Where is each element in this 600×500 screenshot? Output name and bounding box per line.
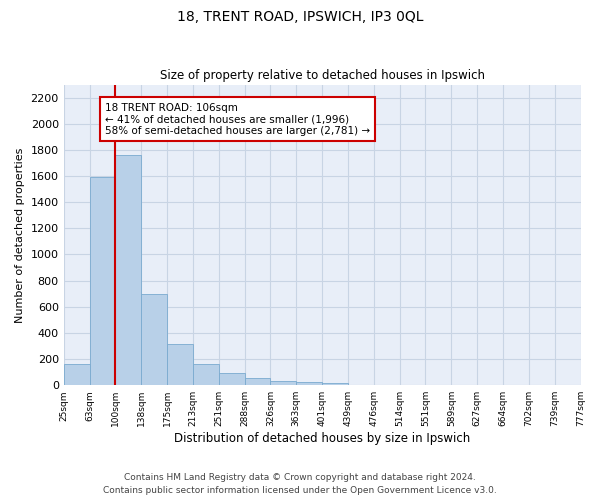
Bar: [141, 294, 167, 385]
Text: 18 TRENT ROAD: 106sqm
← 41% of detached houses are smaller (1,996)
58% of semi-d: 18 TRENT ROAD: 106sqm ← 41% of detached …: [105, 102, 370, 136]
Text: 18, TRENT ROAD, IPSWICH, IP3 0QL: 18, TRENT ROAD, IPSWICH, IP3 0QL: [177, 10, 423, 24]
Bar: [115, 155, 141, 385]
Bar: [296, 382, 322, 385]
Text: Contains HM Land Registry data © Crown copyright and database right 2024.
Contai: Contains HM Land Registry data © Crown c…: [103, 474, 497, 495]
Bar: [219, 374, 245, 385]
Bar: [271, 380, 296, 385]
Bar: [193, 364, 219, 385]
Bar: [89, 178, 115, 385]
Bar: [64, 364, 89, 385]
X-axis label: Distribution of detached houses by size in Ipswich: Distribution of detached houses by size …: [174, 432, 470, 445]
Bar: [245, 378, 271, 385]
Title: Size of property relative to detached houses in Ipswich: Size of property relative to detached ho…: [160, 69, 485, 82]
Bar: [167, 344, 193, 385]
Y-axis label: Number of detached properties: Number of detached properties: [15, 147, 25, 322]
Bar: [322, 382, 348, 385]
